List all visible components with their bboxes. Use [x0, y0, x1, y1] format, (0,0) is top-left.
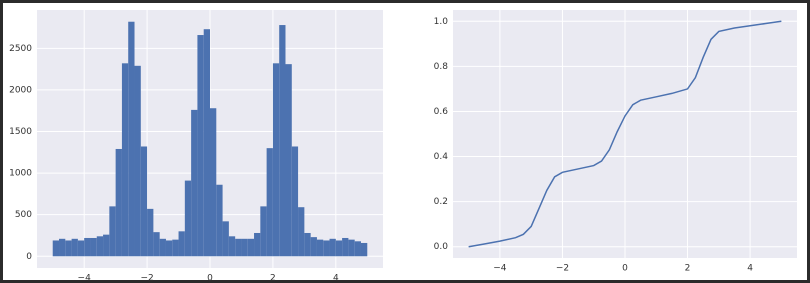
bar [71, 238, 78, 257]
bar [147, 208, 154, 257]
y-tick-label: 500 [15, 210, 32, 220]
bar [84, 237, 91, 257]
y-tick-label: 1500 [9, 127, 32, 137]
bar [260, 206, 267, 257]
bar [298, 207, 305, 257]
bar [222, 221, 229, 257]
y-tick-label: 0.2 [434, 197, 448, 207]
y-tick-label: 0.0 [434, 242, 449, 252]
bar [197, 35, 204, 257]
bar [165, 240, 173, 257]
bar [323, 240, 330, 257]
x-tick-label: 0 [622, 264, 628, 274]
bar [254, 232, 261, 257]
bar [90, 237, 97, 257]
bar [128, 21, 135, 257]
bar [153, 232, 160, 257]
x-tick-label: 4 [747, 264, 753, 274]
bar [77, 240, 85, 257]
bar [210, 108, 217, 257]
bar [96, 236, 104, 257]
line [468, 20, 782, 248]
y-tick-label: 0.6 [434, 107, 449, 117]
bar [115, 148, 122, 257]
bar [65, 240, 72, 257]
bar [159, 238, 166, 257]
y-tick-label: 0 [26, 252, 32, 262]
bar [316, 239, 324, 257]
bar [121, 63, 129, 257]
y-tick-label: 2000 [9, 85, 32, 95]
y-tick-label: 1000 [9, 169, 32, 179]
x-tick-label: −4 [78, 274, 92, 283]
bar [228, 236, 236, 257]
bar [329, 238, 336, 257]
bar [291, 146, 299, 257]
x-tick-label: 2 [270, 274, 276, 283]
bar [304, 232, 311, 257]
bar [348, 239, 355, 257]
bar [59, 238, 66, 257]
bar [203, 29, 210, 257]
y-tick-label: 0.8 [434, 62, 449, 72]
bar [184, 180, 192, 257]
x-tick-label: 0 [207, 274, 213, 283]
bar [109, 206, 116, 257]
bar [172, 239, 179, 257]
x-tick-label: −4 [493, 264, 507, 274]
y-tick-label: 2500 [9, 44, 32, 54]
bar [360, 242, 368, 257]
x-tick-label: −2 [140, 274, 153, 283]
x-tick-label: −2 [556, 264, 569, 274]
bar [335, 240, 343, 257]
bar [178, 231, 185, 257]
bar [247, 238, 255, 257]
bar [266, 148, 273, 257]
bar [310, 237, 317, 257]
bar [235, 238, 242, 257]
bar [103, 234, 110, 257]
y-tick-label: 1.0 [434, 17, 449, 27]
y-tick-label: 0.4 [434, 152, 449, 162]
x-tick-label: 4 [333, 274, 339, 283]
bar [191, 109, 198, 257]
bar [52, 240, 60, 257]
x-tick-label: 2 [685, 264, 691, 274]
bar [272, 63, 280, 257]
bar [342, 237, 349, 257]
bar [354, 241, 361, 257]
bar [216, 184, 223, 257]
bar [134, 65, 141, 257]
bar [285, 64, 292, 257]
bar [279, 25, 286, 257]
bar [140, 146, 148, 257]
bar [241, 238, 248, 257]
